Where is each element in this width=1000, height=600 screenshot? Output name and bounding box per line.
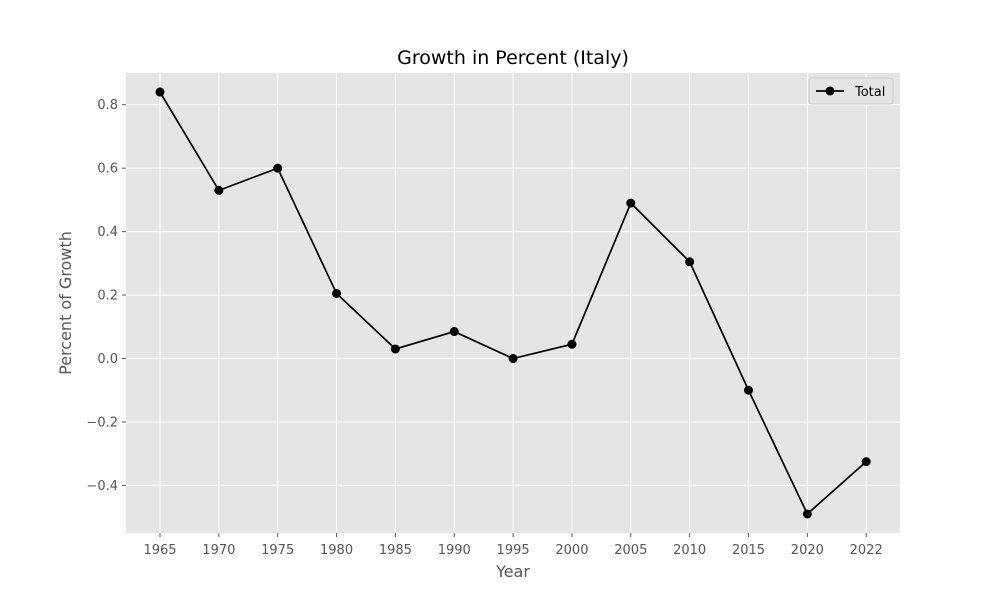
legend-label-total: Total <box>854 85 885 100</box>
y-tick-label: 0.4 <box>97 225 118 240</box>
x-tick-label: 2020 <box>791 543 824 558</box>
x-tick-label: 1975 <box>261 543 294 558</box>
data-point <box>449 327 459 337</box>
data-point <box>626 198 636 208</box>
x-tick-label: 1965 <box>143 543 176 558</box>
x-tick-label: 1990 <box>438 543 471 558</box>
data-point <box>390 344 400 354</box>
x-tick-label: 1995 <box>497 543 530 558</box>
data-point <box>744 385 753 395</box>
y-tick-label: 0.6 <box>97 162 118 177</box>
x-tick-label: 2022 <box>850 543 883 558</box>
data-point <box>802 509 812 519</box>
x-axis-title: Year <box>495 562 530 581</box>
y-tick-label: 0.8 <box>97 98 118 113</box>
y-tick-label: −0.2 <box>86 415 118 430</box>
x-axis-ticks: 1965 1970 1975 1980 1985 1990 1995 2000 2005 2010… <box>143 533 883 558</box>
chart-title: Growth in Percent (Italy) <box>397 47 629 69</box>
y-axis-title: Percent of Growth <box>56 231 75 375</box>
data-point <box>508 354 518 364</box>
legend-box <box>808 77 894 105</box>
data-point <box>273 163 283 173</box>
y-axis-ticks: −0.4 −0.2 0.0 0.2 0.4 0.6 0.8 <box>86 98 126 494</box>
x-tick-label: 1980 <box>320 543 353 558</box>
x-tick-label: 2005 <box>614 543 647 558</box>
x-tick-label: 2010 <box>673 543 706 558</box>
legend: Total <box>808 77 894 105</box>
y-tick-label: 0.2 <box>97 289 118 304</box>
x-tick-label: 2015 <box>732 543 765 558</box>
y-tick-label: 0.0 <box>97 352 118 367</box>
x-tick-label: 2000 <box>555 543 588 558</box>
series-points-total <box>155 87 871 519</box>
data-point <box>214 185 224 195</box>
data-point <box>861 457 871 467</box>
x-tick-label: 1970 <box>202 543 235 558</box>
data-point <box>155 87 165 97</box>
legend-marker-swatch <box>825 86 835 96</box>
y-tick-label: −0.4 <box>86 479 118 494</box>
data-point <box>567 339 577 349</box>
x-tick-label: 1985 <box>379 543 412 558</box>
data-point <box>332 288 342 298</box>
data-point <box>685 257 695 267</box>
grid-lines <box>126 73 900 533</box>
